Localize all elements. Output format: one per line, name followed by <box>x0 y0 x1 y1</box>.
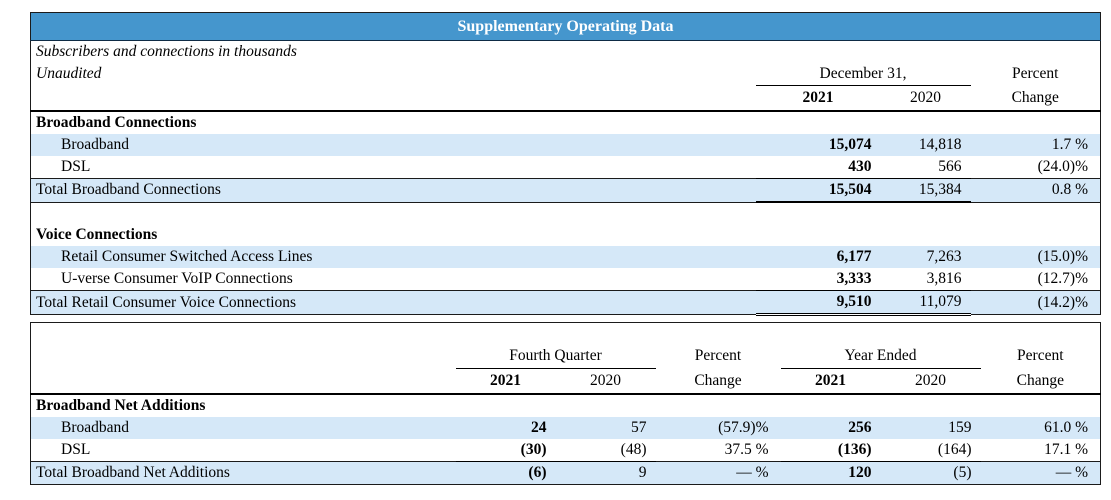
value-2020: 7,263 <box>880 246 971 268</box>
group-header-row: Fourth Quarter Percent Year Ended Percen… <box>31 344 1101 369</box>
ye-2020-value: (5) <box>880 461 981 485</box>
ye-2021-value: 256 <box>780 417 881 439</box>
ye-2021-value: 120 <box>780 461 881 485</box>
table-row-total-broadband-net-adds: Total Broadband Net Additions (6) 9 — % … <box>30 461 1101 485</box>
year-header-row: 2021 2020 Change <box>30 85 1101 112</box>
empty-cell <box>30 85 756 112</box>
december-31-table: Supplementary Operating Data Subscribers… <box>30 12 1101 316</box>
row-label: Retail Consumer Switched Access Lines <box>30 246 756 268</box>
q4-percent-change: — % <box>655 461 781 485</box>
section-title: Voice Connections <box>36 226 158 243</box>
year-header-row: 2021 2020 Change 2021 2020 Change <box>30 368 1101 395</box>
value-2021: 15,074 <box>755 134 881 156</box>
ye-2020-header: 2020 <box>880 368 981 395</box>
units-note: Subscribers and connections in thousands <box>36 43 297 60</box>
change-header: Change <box>980 368 1101 395</box>
row-label: Broadband <box>30 134 756 156</box>
row-label: DSL <box>61 158 91 175</box>
ye-2021-header: 2021 <box>780 368 881 395</box>
table-row-total-voice-connections: Total Retail Consumer Voice Connections … <box>30 290 1101 316</box>
value-2021: 3,333 <box>755 268 881 291</box>
spacer-row <box>30 202 1101 224</box>
empty-cell <box>30 368 456 395</box>
q4-2020-value: 9 <box>555 461 656 485</box>
empty-cell <box>31 344 456 369</box>
table-row-uverse-voip: U-verse Consumer VoIP Connections 3,333 … <box>31 268 1101 291</box>
table-row-broadband: Broadband 15,074 14,818 1.7 % <box>30 134 1101 156</box>
percent-change: (15.0)% <box>970 246 1101 268</box>
row-label: DSL <box>61 441 91 458</box>
ye-percent-change: 61.0 % <box>980 417 1101 439</box>
change-header: Change <box>970 85 1101 112</box>
page-title: Supplementary Operating Data <box>30 12 1101 41</box>
value-2020: 11,079 <box>880 290 971 316</box>
percent-header: Percent <box>694 347 742 365</box>
percent-header: Percent <box>1017 347 1064 365</box>
change-header: Change <box>655 368 781 395</box>
value-2020: 14,818 <box>880 134 971 156</box>
percent-change: 1.7 % <box>970 134 1101 156</box>
value-2020: 3,816 <box>880 268 971 291</box>
percent-change: (24.0)% <box>1037 158 1088 175</box>
percent-change: (12.7)% <box>1037 270 1088 287</box>
table-row-total-broadband-connections: Total Broadband Connections 15,504 15,38… <box>30 178 1101 203</box>
year-ended-header: Year Ended <box>780 344 981 369</box>
q4-2020-value: (48) <box>555 439 656 462</box>
q-2021-header: 2021 <box>455 368 556 395</box>
value-2021: 15,504 <box>755 178 881 203</box>
q4-2021-value: 24 <box>455 417 556 439</box>
period-header-row: Unaudited December 31, Percent <box>31 63 1101 86</box>
row-label: U-verse Consumer VoIP Connections <box>61 270 293 287</box>
value-2021: 9,510 <box>755 290 881 316</box>
table-row-broadband-net-adds: Broadband 24 57 (57.9)% 256 159 61.0 % <box>30 417 1101 439</box>
row-label: Total Broadband Net Additions <box>30 461 456 485</box>
unaudited-note: Unaudited <box>36 65 102 83</box>
net-additions-table: Fourth Quarter Percent Year Ended Percen… <box>30 322 1102 485</box>
table-row-dsl: DSL 430 566 (24.0)% <box>31 156 1101 179</box>
subtitle-row-1: Subscribers and connections in thousands <box>31 41 1101 64</box>
empty-cell <box>30 322 1101 344</box>
row-label: Total Retail Consumer Voice Connections <box>30 290 756 315</box>
q4-2020-value: 57 <box>555 417 656 439</box>
section-row-broadband-connections: Broadband Connections <box>31 111 1101 134</box>
q4-percent-change: 37.5 % <box>724 441 769 458</box>
value-2020: 566 <box>880 156 971 179</box>
year-2020-header: 2020 <box>880 85 971 112</box>
section-title: Broadband Connections <box>36 114 197 131</box>
row-label: Broadband <box>30 417 456 439</box>
percent-change: 0.8 % <box>970 178 1101 203</box>
row-label: Total Broadband Connections <box>30 178 756 203</box>
fourth-quarter-header: Fourth Quarter <box>455 344 656 369</box>
q-2020-header: 2020 <box>555 368 656 395</box>
value-2020: 15,384 <box>880 178 971 203</box>
ye-2021-value: (136) <box>780 439 881 462</box>
percent-change: (14.2)% <box>970 290 1101 315</box>
section-row-broadband-net-additions: Broadband Net Additions <box>31 394 1101 417</box>
value-2021: 430 <box>755 156 881 179</box>
section-row-voice-connections: Voice Connections <box>31 224 1101 246</box>
percent-header: Percent <box>1012 65 1059 83</box>
ye-2020-value: (164) <box>880 439 981 462</box>
q4-2021-value: (30) <box>455 439 556 462</box>
title-bar: Supplementary Operating Data <box>30 12 1101 41</box>
empty-cell <box>30 202 1101 224</box>
supplementary-operating-data-sheet: Supplementary Operating Data Subscribers… <box>0 12 1111 500</box>
ye-2020-value: 159 <box>880 417 981 439</box>
period-header: December 31, <box>755 63 971 86</box>
table-row-dsl-net-adds: DSL (30) (48) 37.5 % (136) (164) 17.1 % <box>31 439 1101 462</box>
q4-percent-change: (57.9)% <box>655 417 781 439</box>
ye-percent-change: 17.1 % <box>1044 441 1089 458</box>
table-row-retail-switched-access: Retail Consumer Switched Access Lines 6,… <box>30 246 1101 268</box>
section-title: Broadband Net Additions <box>36 397 206 414</box>
q4-2021-value: (6) <box>455 461 556 485</box>
spacer-row <box>30 322 1101 344</box>
value-2021: 6,177 <box>755 246 881 268</box>
ye-percent-change: — % <box>980 461 1101 485</box>
year-2021-header: 2021 <box>755 85 881 112</box>
